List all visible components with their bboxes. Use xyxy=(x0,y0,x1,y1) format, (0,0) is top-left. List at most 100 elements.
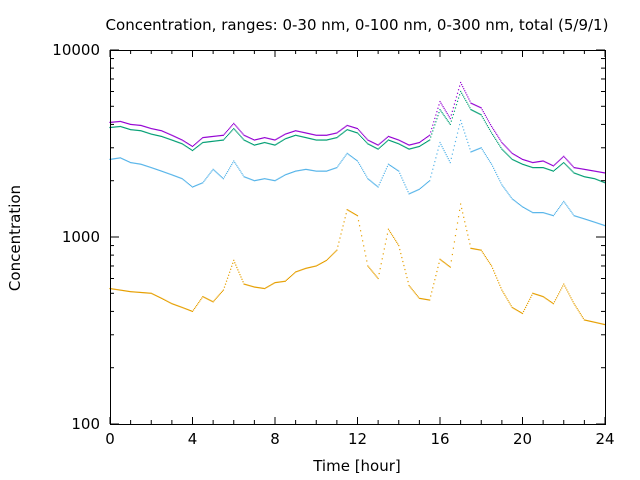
data-point xyxy=(263,178,265,180)
data-point xyxy=(277,137,279,139)
data-point xyxy=(373,272,375,275)
data-point xyxy=(112,158,114,160)
data-point xyxy=(249,178,251,180)
data-point xyxy=(359,165,362,167)
data-point xyxy=(486,118,489,120)
data-point xyxy=(291,171,294,173)
data-point xyxy=(349,210,351,213)
data-point xyxy=(173,140,175,142)
data-point xyxy=(308,169,310,171)
data-point xyxy=(450,260,452,262)
data-point xyxy=(527,160,529,162)
data-point xyxy=(496,133,498,136)
data-point xyxy=(397,142,399,145)
data-point xyxy=(463,216,465,218)
data-point xyxy=(259,178,262,181)
data-point xyxy=(556,167,559,169)
data-point xyxy=(493,135,495,137)
data-point xyxy=(150,133,152,135)
data-point xyxy=(493,129,495,131)
data-point xyxy=(479,113,481,115)
data-point xyxy=(353,213,356,215)
data-point xyxy=(279,141,281,143)
data-point xyxy=(390,233,393,235)
data-point xyxy=(189,184,192,186)
data-point xyxy=(407,144,409,146)
data-point xyxy=(466,138,468,140)
data-point xyxy=(293,170,296,173)
data-point xyxy=(583,218,585,220)
data-point xyxy=(264,141,266,144)
data-point xyxy=(487,126,490,129)
data-point xyxy=(435,275,437,277)
data-point xyxy=(189,148,192,150)
data-point xyxy=(247,141,249,143)
data-point xyxy=(547,213,549,215)
data-point xyxy=(220,291,222,294)
data-point xyxy=(597,322,599,324)
series-1 xyxy=(109,90,606,184)
data-point xyxy=(223,176,226,178)
data-point xyxy=(233,259,235,261)
data-point xyxy=(174,175,176,177)
data-point xyxy=(266,286,268,288)
data-point xyxy=(112,288,114,290)
series-0 xyxy=(109,81,606,174)
data-point xyxy=(204,297,206,299)
data-point xyxy=(299,269,301,272)
data-point xyxy=(161,298,164,300)
data-point xyxy=(259,137,262,140)
data-point xyxy=(457,216,460,218)
data-point xyxy=(357,129,360,131)
data-point xyxy=(554,212,557,214)
data-point xyxy=(184,308,186,310)
data-point xyxy=(598,171,600,173)
data-point xyxy=(515,160,517,162)
data-point xyxy=(424,137,427,139)
data-point xyxy=(439,100,441,103)
data-point xyxy=(405,146,407,149)
data-point xyxy=(269,285,271,287)
data-point xyxy=(275,179,277,181)
data-point xyxy=(346,209,348,211)
data-point xyxy=(330,255,332,257)
data-point xyxy=(411,191,413,194)
data-point xyxy=(295,134,297,136)
data-point xyxy=(139,130,141,132)
data-point xyxy=(178,176,180,179)
data-point xyxy=(462,86,464,88)
data-point xyxy=(432,168,434,170)
data-point xyxy=(340,161,342,163)
data-point xyxy=(311,266,313,268)
data-point xyxy=(379,268,381,270)
data-point xyxy=(205,178,207,180)
data-point xyxy=(250,142,252,145)
data-point xyxy=(600,171,602,173)
data-point xyxy=(596,222,598,224)
data-point xyxy=(424,183,427,185)
data-point xyxy=(584,168,587,171)
data-point xyxy=(333,137,335,139)
data-point xyxy=(475,248,477,250)
data-point xyxy=(142,130,144,133)
data-point xyxy=(139,124,141,126)
data-point xyxy=(399,248,401,251)
data-point xyxy=(173,303,175,306)
data-point xyxy=(113,288,115,290)
data-point xyxy=(114,126,116,128)
data-point xyxy=(389,231,392,234)
data-point xyxy=(524,207,527,210)
data-point xyxy=(226,129,229,132)
data-point xyxy=(569,209,571,211)
y-axis-label: Concentration xyxy=(6,185,24,291)
data-point xyxy=(221,139,224,141)
data-point xyxy=(376,276,378,278)
data-point xyxy=(168,133,170,135)
data-point xyxy=(600,180,602,182)
data-point xyxy=(204,136,206,138)
data-point xyxy=(371,141,373,143)
data-point xyxy=(247,136,249,138)
data-point xyxy=(176,141,178,143)
data-point xyxy=(248,178,250,180)
data-point xyxy=(167,137,169,140)
